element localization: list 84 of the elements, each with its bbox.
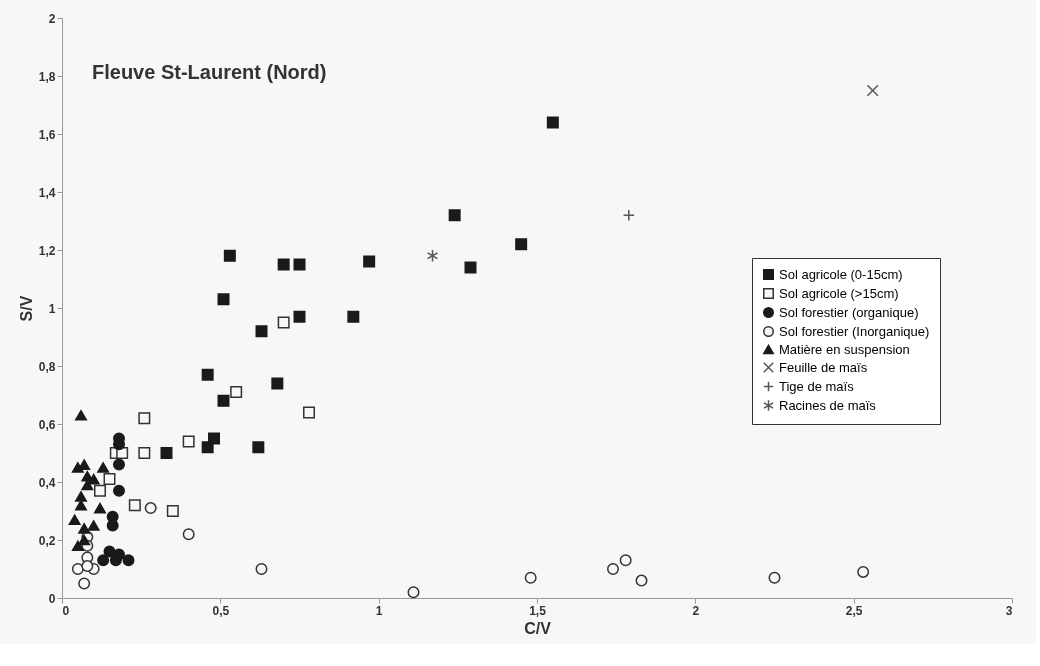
point <box>619 554 632 567</box>
legend-label: Sol agricole (>15cm) <box>779 285 899 301</box>
point <box>293 310 306 323</box>
point <box>271 377 284 390</box>
point <box>607 563 619 575</box>
legend-label: Sol forestier (organique) <box>779 304 919 320</box>
point <box>87 520 100 531</box>
point <box>103 473 116 486</box>
point <box>217 394 230 407</box>
point <box>635 574 648 587</box>
point <box>217 293 230 306</box>
point <box>182 435 195 448</box>
point <box>138 447 151 459</box>
point <box>546 116 559 129</box>
point <box>277 316 290 329</box>
point <box>866 84 879 97</box>
point <box>94 502 106 514</box>
point <box>464 261 477 274</box>
point <box>515 238 528 251</box>
x-tick-label: 2 <box>692 603 700 618</box>
point <box>97 554 110 567</box>
point <box>303 406 315 419</box>
x-tick-label: 1,5 <box>529 603 547 618</box>
point <box>407 586 420 599</box>
point <box>255 325 268 338</box>
point <box>277 258 290 271</box>
x-tick-label: 3 <box>1005 603 1013 618</box>
point <box>71 540 84 552</box>
point <box>448 209 461 222</box>
y-tick-label: 2 <box>48 11 56 26</box>
point <box>71 563 84 575</box>
point <box>81 560 94 573</box>
point <box>201 441 214 454</box>
point <box>622 209 635 222</box>
legend-label: Tige de maïs <box>779 378 855 394</box>
legend-label: Sol agricole (0-15cm) <box>779 266 903 282</box>
point <box>113 458 125 471</box>
y-tick-label: 0,8 <box>38 359 56 374</box>
x-tick-label: 2,5 <box>845 603 863 618</box>
point <box>182 528 195 541</box>
point <box>166 505 179 517</box>
legend-label: Racines de maïs <box>779 397 877 413</box>
legend-label: Feuille de maïs <box>779 359 868 375</box>
text: Fleuve St-Laurent (Nord) <box>92 61 327 83</box>
y-tick-label: 1,4 <box>38 185 56 200</box>
point <box>122 554 135 567</box>
x-tick-label: 0 <box>62 603 70 618</box>
point <box>768 571 781 584</box>
y-axis-title: S/V <box>17 295 35 322</box>
y-tick-label: 0,4 <box>38 475 56 490</box>
point <box>201 368 214 381</box>
point <box>138 412 151 425</box>
y-tick-label: 0 <box>48 591 56 606</box>
point <box>363 255 376 268</box>
point <box>94 484 106 497</box>
point <box>230 386 243 399</box>
point <box>347 310 360 323</box>
x-axis-title: C/V <box>524 619 552 637</box>
point <box>426 249 439 263</box>
y-tick-label: 1 <box>48 301 56 316</box>
point <box>252 441 265 454</box>
x-tick-label: 1 <box>375 603 383 618</box>
point <box>113 484 125 497</box>
point <box>144 502 157 515</box>
point <box>128 499 141 512</box>
point <box>75 410 87 421</box>
x-tick-label: 0,5 <box>212 603 230 618</box>
y-tick-label: 0,2 <box>38 533 56 548</box>
y-tick-label: 1,6 <box>38 127 56 142</box>
y-tick-label: 0,6 <box>38 417 56 432</box>
point <box>68 514 81 525</box>
point <box>524 571 537 584</box>
point <box>223 249 236 262</box>
legend-label: Matière en suspension <box>779 341 910 357</box>
point <box>160 447 173 459</box>
y-tick-label: 1,8 <box>38 69 56 84</box>
point <box>97 462 110 473</box>
point <box>75 491 87 502</box>
point <box>255 563 268 575</box>
point <box>857 565 870 578</box>
point <box>78 577 91 590</box>
y-tick-label: 1,2 <box>38 243 56 258</box>
point <box>78 523 91 534</box>
legend-label: Sol forestier (Inorganique) <box>779 323 930 339</box>
